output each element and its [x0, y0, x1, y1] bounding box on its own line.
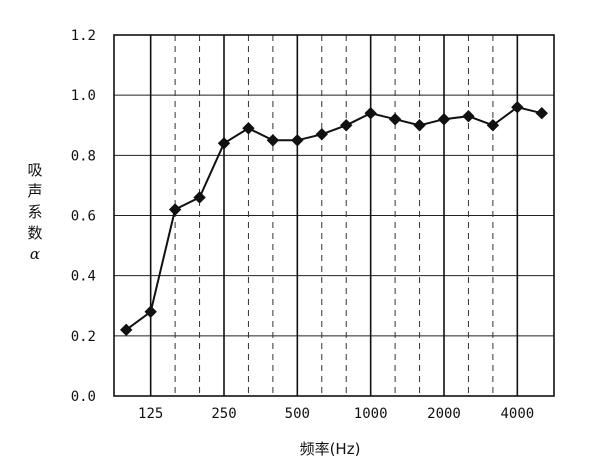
data-point — [413, 119, 426, 132]
x-tick-label: 125 — [138, 406, 163, 422]
data-point — [168, 203, 182, 216]
plot-frame — [113, 34, 555, 397]
x-axis-label: 频率(Hz) — [300, 440, 361, 458]
y-tick-label: 0.4 — [71, 269, 96, 285]
x-tick-label: 2000 — [427, 406, 461, 422]
x-tick-label: 500 — [285, 406, 310, 422]
y-axis-ticks: 0.0 0.2 0.4 0.6 0.8 1.0 1.2 — [71, 28, 96, 405]
plot-border — [113, 34, 555, 397]
x-tick-label: 1000 — [354, 406, 388, 422]
y-tick-label: 0.6 — [71, 209, 96, 225]
data-point — [266, 134, 280, 147]
data-point — [217, 137, 231, 150]
series-line — [125, 106, 543, 331]
y-tick-label: 1.0 — [71, 88, 96, 104]
x-axis-ticks: 125 250 500 1000 2000 4000 — [138, 406, 534, 422]
data-point — [364, 107, 377, 120]
y-tick-label: 1.2 — [71, 28, 96, 44]
data-point — [437, 113, 451, 126]
y-axis-label-symbol: α — [30, 245, 40, 263]
data-point — [511, 100, 524, 114]
y-axis-label: 吸 声 系 数 α — [27, 161, 42, 263]
data-point — [388, 113, 402, 126]
y-axis-label-char: 吸 — [27, 161, 42, 179]
y-axis-label-char: 系 — [27, 203, 42, 221]
data-point — [193, 191, 206, 204]
y-tick-label: 0.2 — [71, 329, 96, 345]
data-point — [462, 110, 475, 123]
data-point — [291, 134, 304, 147]
x-tick-label: 250 — [211, 406, 236, 422]
grid — [114, 34, 554, 397]
data-point — [242, 122, 255, 135]
y-tick-label: 0.0 — [71, 389, 96, 405]
y-axis-label-char: 声 — [27, 182, 42, 200]
data-point — [486, 119, 500, 132]
y-axis-label-char: 数 — [27, 224, 42, 242]
x-tick-label: 4000 — [500, 406, 534, 422]
data-point — [535, 107, 548, 120]
data-point — [144, 305, 157, 318]
data-point — [340, 119, 353, 132]
y-tick-label: 0.8 — [71, 148, 96, 164]
data-point — [315, 128, 328, 141]
series — [120, 100, 548, 337]
data-point — [120, 323, 133, 337]
